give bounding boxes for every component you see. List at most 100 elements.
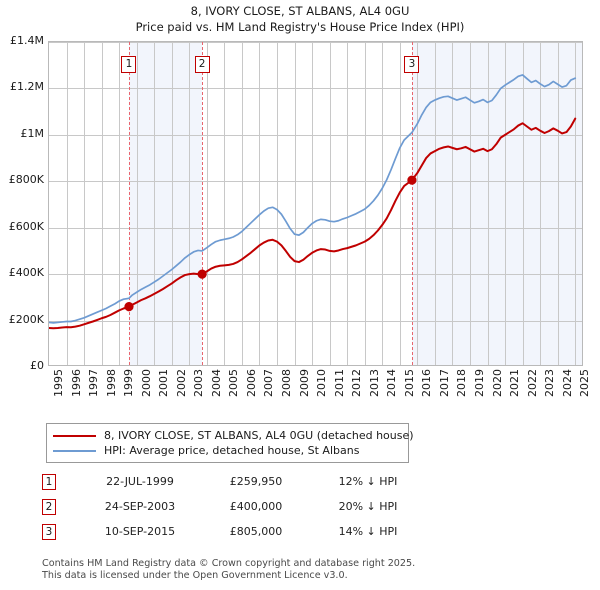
x-tick-label: 2020 <box>490 369 504 397</box>
gridline-x <box>469 42 471 365</box>
x-tick-label: 1998 <box>104 369 118 397</box>
gridline-x <box>487 42 489 365</box>
series-lines <box>49 74 577 330</box>
gridline-x <box>505 42 507 365</box>
gridline-x <box>119 42 121 365</box>
gridline-x <box>312 42 314 365</box>
x-tick-label: 2016 <box>420 369 434 397</box>
sale-point-2[interactable] <box>197 269 207 279</box>
event-vline-3 <box>411 42 413 365</box>
y-tick-label: £1.2M <box>10 80 44 94</box>
gridline-x <box>364 42 366 365</box>
x-tick-label: 2013 <box>367 369 381 397</box>
x-tick-label: 2010 <box>315 369 329 397</box>
x-tick-label: 2012 <box>350 369 364 397</box>
x-axis-labels: 1995 1996 1997 1998 1999 2000 2001 2002 2003 2004… <box>48 369 591 409</box>
gridline-x <box>84 42 86 365</box>
sale-point-1[interactable] <box>124 302 134 312</box>
y-tick-label: £0 <box>30 359 44 372</box>
gridline-x <box>136 42 138 365</box>
transaction-date: 22-JUL-1999 <box>106 475 174 488</box>
legend-label: 8, IVORY CLOSE, ST ALBANS, AL4 0GU (deta… <box>104 429 414 442</box>
gridline-y <box>49 88 582 90</box>
transaction-price: £805,000 <box>229 525 283 538</box>
gridline-x <box>241 42 243 365</box>
page-title: 8, IVORY CLOSE, ST ALBANS, AL4 0GU <box>190 4 410 18</box>
legend-swatch-icon <box>53 449 96 452</box>
x-tick-label: 2014 <box>385 369 399 397</box>
y-tick-label: £800K <box>8 173 44 187</box>
x-tick-label: 2011 <box>332 369 346 397</box>
x-tick-label: 2008 <box>280 369 294 397</box>
x-tick-label: 2009 <box>297 369 311 397</box>
gridline-x <box>434 42 436 365</box>
x-tick-label: 2003 <box>192 369 206 397</box>
gridline-x <box>259 42 261 365</box>
event-marker-3[interactable]: 3 <box>404 56 420 73</box>
gridline-x <box>206 42 208 365</box>
gridline-x <box>452 42 454 365</box>
sale-point-3[interactable] <box>407 175 417 185</box>
transaction-badge-3[interactable]: 3 <box>42 524 56 540</box>
x-tick-label: 1995 <box>52 369 65 397</box>
x-tick-label: 2015 <box>402 369 416 397</box>
x-tick-label: 2004 <box>209 369 223 397</box>
event-vline-1 <box>128 42 130 365</box>
x-tick-label: 2002 <box>174 369 188 397</box>
transaction-price: £259,950 <box>229 475 283 488</box>
legend-swatch-icon <box>53 434 96 437</box>
x-tick-label: 2000 <box>139 369 153 397</box>
gridline-y <box>49 181 582 183</box>
y-tick-label: £200K <box>8 312 44 326</box>
event-marker-2[interactable]: 2 <box>194 56 210 73</box>
hpi-line <box>49 74 577 324</box>
transaction-date: 10-SEP-2015 <box>104 525 176 538</box>
x-tick-label: 2024 <box>560 369 574 397</box>
gridline-x <box>417 42 419 365</box>
transaction-badge-2[interactable]: 2 <box>42 499 56 515</box>
chart-plot-area: 1 2 3 <box>48 41 583 366</box>
legend-item-1[interactable]: 8, IVORY CLOSE, ST ALBANS, AL4 0GU (deta… <box>53 428 414 443</box>
table-row[interactable]: 3 10-SEP-2015 £805,000 14% ↓ HPI <box>42 523 462 548</box>
gridline-x <box>382 42 384 365</box>
gridline-y <box>49 134 582 136</box>
transactions-table: 1 22-JUL-1999 £259,950 12% ↓ HPI 2 24-SEP-200… <box>42 473 462 548</box>
footer-line-1: Contains HM Land Registry data © Crown c… <box>42 558 416 569</box>
x-tick-label: 2006 <box>244 369 258 397</box>
x-tick-label: 2001 <box>157 369 171 397</box>
x-tick-label: 2021 <box>508 369 522 397</box>
transaction-badge-1[interactable]: 1 <box>42 474 56 490</box>
gridline-y <box>49 274 582 276</box>
transaction-price: £400,000 <box>229 500 283 513</box>
x-tick-label: 1996 <box>69 369 83 397</box>
gridline-x <box>101 42 103 365</box>
x-tick-label: 1997 <box>87 369 101 397</box>
footer-line-2: This data is licensed under the Open Gov… <box>42 569 348 581</box>
y-tick-label: £600K <box>8 219 44 233</box>
x-tick-label: 2025 <box>578 369 592 397</box>
gridline-x <box>540 42 542 365</box>
y-tick-label: £1.4M <box>10 34 44 47</box>
table-row[interactable]: 2 24-SEP-2003 £400,000 20% ↓ HPI <box>42 498 462 523</box>
shaded-band-2 <box>411 42 582 365</box>
gridline-x <box>522 42 524 365</box>
gridline-x <box>224 42 226 365</box>
table-row[interactable]: 1 22-JUL-1999 £259,950 12% ↓ HPI <box>42 473 462 498</box>
gridline-x <box>171 42 173 365</box>
price-paid-line <box>49 117 577 330</box>
gridline-x <box>575 42 577 365</box>
x-tick-label: 2019 <box>472 369 486 397</box>
transaction-date: 24-SEP-2003 <box>104 500 176 513</box>
gridline-y <box>49 320 582 322</box>
event-vline-2 <box>202 42 204 365</box>
gridline-x <box>399 42 401 365</box>
x-tick-label: 2017 <box>437 369 451 397</box>
transaction-hpi-delta: 14% ↓ HPI <box>338 525 398 538</box>
x-tick-label: 2023 <box>543 369 557 397</box>
gridline-x <box>329 42 331 365</box>
legend-item-2[interactable]: HPI: Average price, detached house, St A… <box>53 443 402 458</box>
gridline-y <box>49 42 582 43</box>
event-marker-1[interactable]: 1 <box>121 56 137 73</box>
x-tick-label: 2018 <box>455 369 469 397</box>
y-tick-label: £400K <box>8 266 44 280</box>
